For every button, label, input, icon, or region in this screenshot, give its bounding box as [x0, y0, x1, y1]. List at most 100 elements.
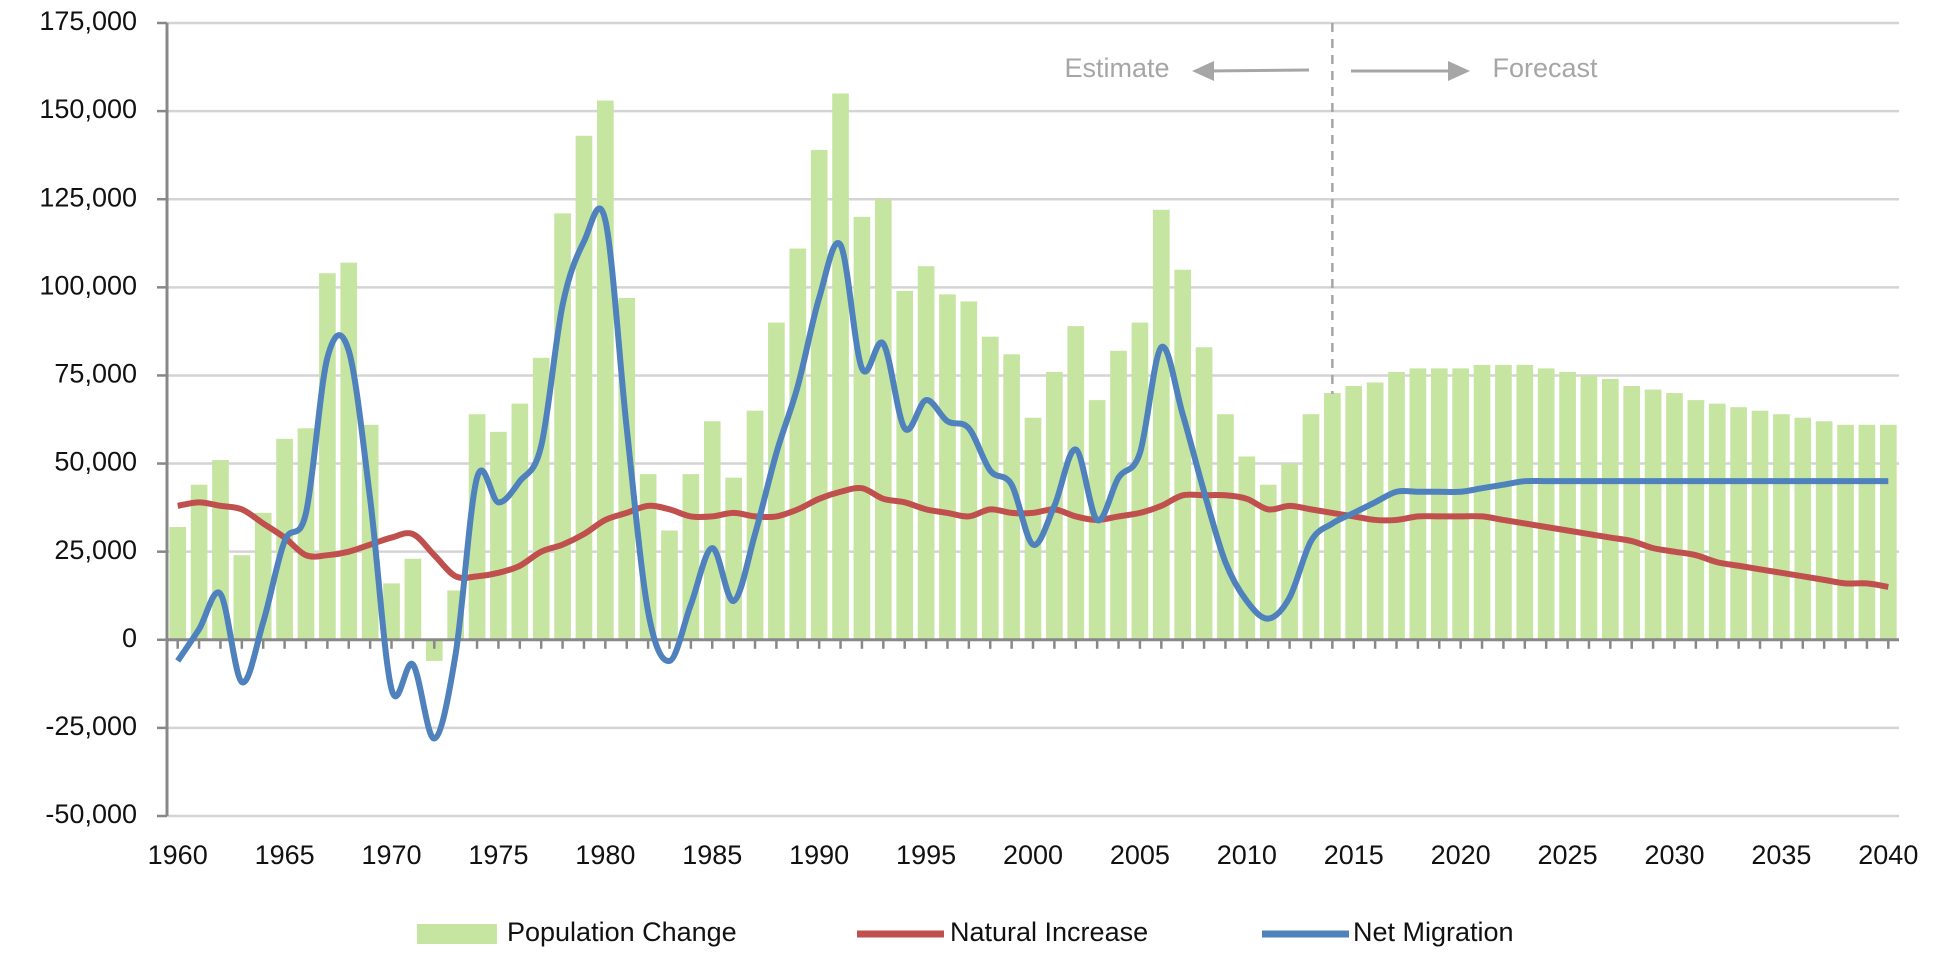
bar: [575, 135, 593, 640]
bar: [768, 322, 785, 640]
bar: [1430, 368, 1448, 640]
bar: [1110, 350, 1127, 640]
line-series: [175, 205, 1889, 742]
bar: [1773, 414, 1790, 640]
y-tick-label: 75,000: [54, 359, 137, 389]
bar: [703, 421, 721, 640]
bar: [874, 199, 892, 640]
legend-swatch: [417, 924, 497, 944]
legend-label: Population Change: [507, 917, 737, 947]
bar: [896, 290, 914, 640]
bar: [832, 93, 849, 640]
bar: [1495, 364, 1512, 640]
bar: [1366, 382, 1384, 640]
bar: [1623, 386, 1641, 640]
legend-label: Net Migration: [1353, 917, 1514, 947]
bar: [1794, 417, 1812, 640]
x-tick-label: 1980: [575, 840, 635, 870]
bar: [661, 530, 678, 640]
legend-label: Natural Increase: [950, 917, 1148, 947]
bar: [1858, 424, 1876, 640]
y-tick-label: -25,000: [45, 711, 137, 741]
bar: [1024, 417, 1042, 640]
y-tick-label: 175,000: [39, 6, 137, 36]
bar: [1409, 368, 1427, 640]
bar: [1644, 389, 1662, 640]
bar: [789, 248, 807, 640]
x-tick-label: 1995: [896, 840, 956, 870]
bar: [960, 301, 978, 640]
y-tick-label: 25,000: [54, 535, 137, 565]
bar: [1302, 414, 1320, 640]
bar: [190, 484, 208, 640]
y-tick-label: 150,000: [39, 94, 137, 124]
y-tick-label: -50,000: [45, 799, 137, 829]
bar: [383, 583, 400, 640]
x-tick-label: 1975: [468, 840, 528, 870]
bar: [1559, 371, 1576, 640]
y-tick-label: 0: [122, 623, 137, 653]
bar: [1751, 410, 1769, 640]
bar: [597, 100, 614, 640]
x-tick-label: 2010: [1217, 840, 1277, 870]
estimate-arrowhead: [1192, 61, 1214, 81]
x-tick-label: 2020: [1431, 840, 1491, 870]
bar: [1473, 364, 1491, 640]
bar: [1666, 393, 1683, 640]
x-tick-label: 1985: [682, 840, 742, 870]
bar: [1067, 326, 1085, 640]
bar: [1452, 368, 1469, 640]
bars: [169, 93, 1897, 661]
bar: [1281, 463, 1298, 640]
bar: [1388, 371, 1405, 640]
x-tick-label: 1970: [361, 840, 421, 870]
bar: [1837, 424, 1854, 640]
x-tick-label: 2035: [1751, 840, 1811, 870]
y-tick-label: 125,000: [39, 182, 137, 212]
bar: [725, 477, 742, 640]
y-tick-label: 100,000: [39, 270, 137, 300]
y-tick-label: 50,000: [54, 447, 137, 477]
bar: [917, 266, 935, 640]
bar: [981, 336, 999, 640]
x-tick-label: 2015: [1324, 840, 1384, 870]
x-tick-label: 1960: [148, 840, 208, 870]
bar: [1580, 375, 1598, 640]
legend: Population Change Natural Increase Net Mig…: [417, 917, 1514, 947]
x-tick-label: 2005: [1110, 840, 1170, 870]
bar: [1516, 364, 1534, 640]
bar: [404, 558, 422, 640]
bar: [1174, 269, 1192, 640]
bar: [233, 555, 251, 640]
bar: [1324, 393, 1341, 640]
bar: [1537, 368, 1555, 640]
bar: [425, 639, 443, 661]
estimate-arrow: [1205, 68, 1310, 73]
x-tick-label: 1990: [789, 840, 849, 870]
bar: [1601, 378, 1619, 640]
bar: [1687, 400, 1705, 640]
bar: [169, 526, 187, 640]
bar: [1131, 322, 1149, 640]
bar: [1003, 354, 1020, 640]
bar: [490, 431, 507, 640]
x-tick-label: 2000: [1003, 840, 1063, 870]
bar: [1708, 403, 1726, 640]
bar: [511, 403, 529, 640]
bar: [319, 273, 336, 640]
bar: [810, 149, 828, 640]
bar: [1815, 421, 1833, 640]
x-tick-label: 2025: [1538, 840, 1598, 870]
bar: [1217, 414, 1234, 640]
annotation-arrows: [1192, 61, 1470, 81]
x-tick-label: 2040: [1858, 840, 1918, 870]
bar: [1730, 407, 1747, 640]
bar: [939, 294, 956, 640]
bar: [1259, 484, 1277, 640]
estimate-label: Estimate: [1064, 53, 1169, 83]
forecast-arrowhead: [1448, 61, 1470, 81]
bar: [853, 216, 871, 640]
forecast-label: Forecast: [1492, 53, 1598, 83]
x-tick-label: 2030: [1644, 840, 1704, 870]
